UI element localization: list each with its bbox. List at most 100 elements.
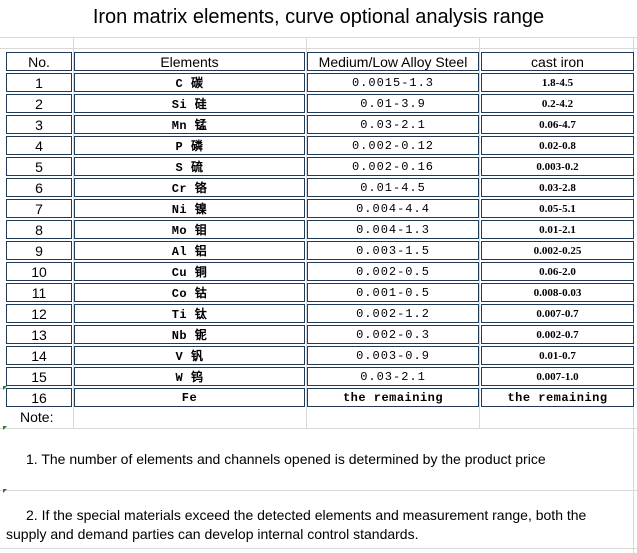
row-cast-iron-cell[interactable]: 0.02-0.8 — [481, 136, 634, 155]
row-no-cell[interactable]: 4 — [6, 136, 72, 155]
row-cast-iron-cell[interactable]: 0.007-1.0 — [481, 367, 634, 386]
row-steel-cell[interactable]: 0.0015-1.3 — [307, 73, 479, 92]
note-item-2: 2. If the special materials exceed the d… — [6, 507, 587, 542]
row-element-cell[interactable]: C 碳 — [74, 73, 305, 92]
row-no-cell[interactable]: 2 — [6, 94, 72, 113]
table-row: 6 Cr 铬 0.01-4.5 0.03-2.8 — [6, 178, 634, 197]
row-cast-iron-cell[interactable]: 0.05-5.1 — [481, 199, 634, 218]
row-element-cell[interactable]: Cu 铜 — [74, 262, 305, 281]
row-cast-iron-cell[interactable]: the remaining — [481, 388, 634, 407]
row-element-cell[interactable]: Ni 镍 — [74, 199, 305, 218]
row-steel-cell[interactable]: 0.03-2.1 — [307, 367, 479, 386]
row-steel-cell[interactable]: 0.004-4.4 — [307, 199, 479, 218]
row-no-cell[interactable]: 8 — [6, 220, 72, 239]
row-steel-cell[interactable]: 0.001-0.5 — [307, 283, 479, 302]
gridline — [306, 37, 307, 429]
row-cast-iron-cell[interactable]: 0.01-2.1 — [481, 220, 634, 239]
header-cast-iron[interactable]: cast iron — [481, 52, 634, 71]
table-row: 14 V 钒 0.003-0.9 0.01-0.7 — [6, 346, 634, 365]
table-row: 10 Cu 铜 0.002-0.5 0.06-2.0 — [6, 262, 634, 281]
table-row: 15 W 钨 0.03-2.1 0.007-1.0 — [6, 367, 634, 386]
row-element-cell[interactable]: S 硫 — [74, 157, 305, 176]
sheet-title: Iron matrix elements, curve optional ana… — [92, 6, 545, 28]
header-steel[interactable]: Medium/Low Alloy Steel — [307, 52, 479, 71]
row-no-cell[interactable]: 12 — [6, 304, 72, 323]
table-row: 16 Fe the remaining the remaining — [6, 388, 634, 407]
cell-marker-icon — [3, 426, 7, 430]
row-steel-cell[interactable]: the remaining — [307, 388, 479, 407]
gridline — [0, 37, 637, 38]
row-element-cell[interactable]: Co 钴 — [74, 283, 305, 302]
row-cast-iron-cell[interactable]: 0.002-0.25 — [481, 241, 634, 260]
row-steel-cell[interactable]: 0.004-1.3 — [307, 220, 479, 239]
row-no-cell[interactable]: 16 — [6, 388, 72, 407]
row-no-cell[interactable]: 11 — [6, 283, 72, 302]
row-element-cell[interactable]: P 磷 — [74, 136, 305, 155]
row-element-cell[interactable]: Mo 钼 — [74, 220, 305, 239]
row-no-cell[interactable]: 3 — [6, 115, 72, 134]
row-no-cell[interactable]: 10 — [6, 262, 72, 281]
row-cast-iron-cell[interactable]: 0.003-0.2 — [481, 157, 634, 176]
row-no-cell[interactable]: 7 — [6, 199, 72, 218]
row-element-cell[interactable]: Ti 钛 — [74, 304, 305, 323]
row-element-cell[interactable]: Al 铝 — [74, 241, 305, 260]
row-element-cell[interactable]: Cr 铬 — [74, 178, 305, 197]
row-cast-iron-cell[interactable]: 0.2-4.2 — [481, 94, 634, 113]
element-range-table: No. Elements Medium/Low Alloy Steel cast… — [4, 50, 636, 409]
table-row: 3 Mn 锰 0.03-2.1 0.06-4.7 — [6, 115, 634, 134]
row-cast-iron-cell[interactable]: 0.002-0.7 — [481, 325, 634, 344]
table-row: 13 Nb 铌 0.002-0.3 0.002-0.7 — [6, 325, 634, 344]
gridline — [0, 490, 637, 491]
gridline — [0, 428, 637, 429]
row-steel-cell[interactable]: 0.002-0.3 — [307, 325, 479, 344]
row-element-cell[interactable]: Si 硅 — [74, 94, 305, 113]
row-steel-cell[interactable]: 0.03-2.1 — [307, 115, 479, 134]
row-cast-iron-cell[interactable]: 0.03-2.8 — [481, 178, 634, 197]
gridline — [0, 548, 637, 549]
table-row: 12 Ti 钛 0.002-1.2 0.007-0.7 — [6, 304, 634, 323]
row-no-cell[interactable]: 9 — [6, 241, 72, 260]
row-cast-iron-cell[interactable]: 0.01-0.7 — [481, 346, 634, 365]
cell-marker-icon — [3, 489, 7, 493]
row-no-cell[interactable]: 14 — [6, 346, 72, 365]
gridline — [0, 48, 637, 49]
row-steel-cell[interactable]: 0.002-0.12 — [307, 136, 479, 155]
row-no-cell[interactable]: 5 — [6, 157, 72, 176]
row-cast-iron-cell[interactable]: 0.007-0.7 — [481, 304, 634, 323]
table-row: 2 Si 硅 0.01-3.9 0.2-4.2 — [6, 94, 634, 113]
row-no-cell[interactable]: 13 — [6, 325, 72, 344]
table-header-row: No. Elements Medium/Low Alloy Steel cast… — [6, 52, 634, 71]
row-no-cell[interactable]: 1 — [6, 73, 72, 92]
row-element-cell[interactable]: Fe — [74, 388, 305, 407]
row-steel-cell[interactable]: 0.01-4.5 — [307, 178, 479, 197]
row-element-cell[interactable]: Nb 铌 — [74, 325, 305, 344]
row-cast-iron-cell[interactable]: 0.06-4.7 — [481, 115, 634, 134]
header-elements[interactable]: Elements — [74, 52, 305, 71]
header-no[interactable]: No. — [6, 52, 72, 71]
row-cast-iron-cell[interactable]: 0.008-0.03 — [481, 283, 634, 302]
table-row: 8 Mo 钼 0.004-1.3 0.01-2.1 — [6, 220, 634, 239]
row-element-cell[interactable]: W 钨 — [74, 367, 305, 386]
gridline — [73, 37, 74, 429]
row-cast-iron-cell[interactable]: 0.06-2.0 — [481, 262, 634, 281]
row-cast-iron-cell[interactable]: 1.8-4.5 — [481, 73, 634, 92]
row-steel-cell[interactable]: 0.002-1.2 — [307, 304, 479, 323]
row-steel-cell[interactable]: 0.003-1.5 — [307, 241, 479, 260]
gridline — [479, 37, 480, 429]
row-no-cell[interactable]: 15 — [6, 367, 72, 386]
row-steel-cell[interactable]: 0.002-0.16 — [307, 157, 479, 176]
table-row: 11 Co 钴 0.001-0.5 0.008-0.03 — [6, 283, 634, 302]
row-steel-cell[interactable]: 0.01-3.9 — [307, 94, 479, 113]
row-element-cell[interactable]: V 钒 — [74, 346, 305, 365]
row-steel-cell[interactable]: 0.002-0.5 — [307, 262, 479, 281]
table-row: 9 Al 铝 0.003-1.5 0.002-0.25 — [6, 241, 634, 260]
table-row: 7 Ni 镍 0.004-4.4 0.05-5.1 — [6, 199, 634, 218]
row-steel-cell[interactable]: 0.003-0.9 — [307, 346, 479, 365]
row-no-cell[interactable]: 6 — [6, 178, 72, 197]
row-element-cell[interactable]: Mn 锰 — [74, 115, 305, 134]
cell-marker-icon — [3, 386, 7, 390]
